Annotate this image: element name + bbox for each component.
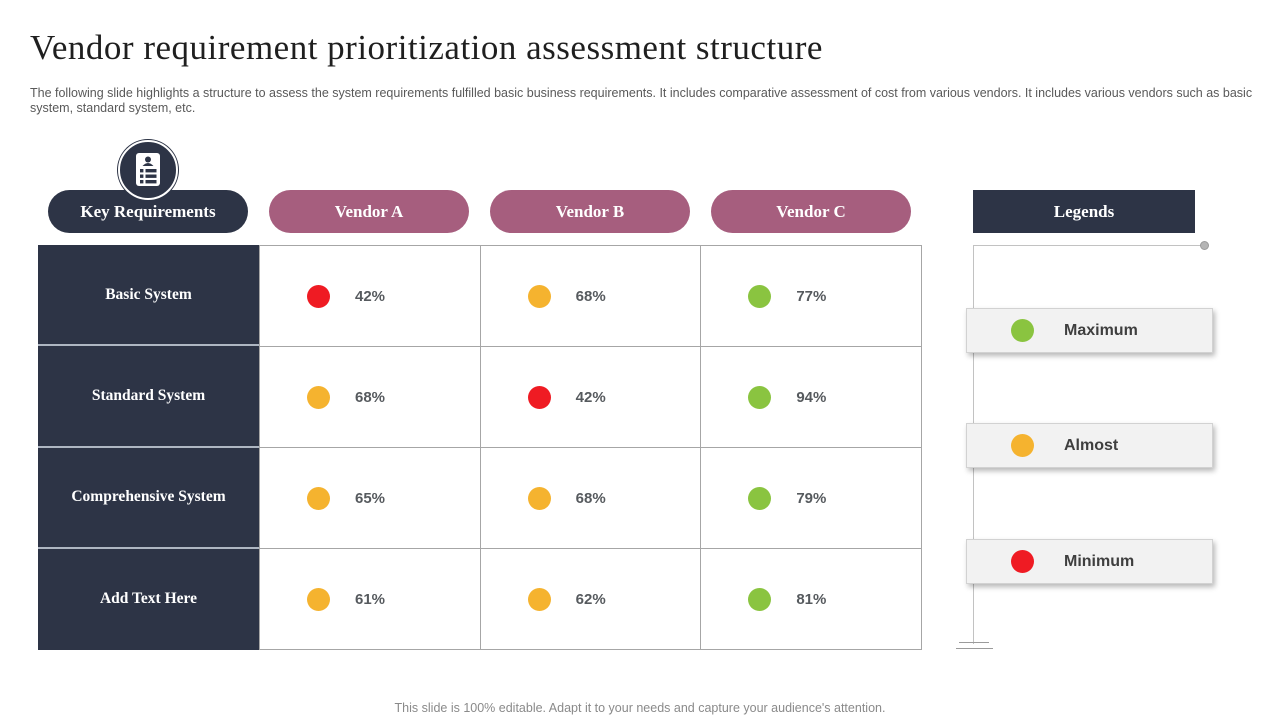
table-cell: 61% — [260, 549, 481, 650]
value-grid: 42% 68% 77% 68% 42% 94% — [259, 245, 922, 650]
vendor-a-header: Vendor A — [269, 190, 469, 233]
clipboard-list-icon — [118, 140, 178, 200]
table-cell: 68% — [260, 347, 481, 448]
minimum-dot — [1011, 550, 1034, 573]
percentage-value: 79% — [796, 489, 827, 507]
percentage-value: 65% — [355, 489, 386, 507]
legend-item-minimum: Minimum — [966, 539, 1213, 584]
percentage-value: 94% — [796, 388, 827, 406]
percentage-value: 61% — [355, 590, 386, 608]
legend-item-label: Minimum — [1064, 552, 1135, 570]
status-dot — [307, 486, 330, 510]
status-dot — [307, 587, 330, 611]
maximum-dot — [1011, 319, 1034, 342]
editable-note: This slide is 100% editable. Adapt it to… — [394, 701, 886, 715]
key-requirements-header: Key Requirements — [48, 190, 248, 233]
row-header-add-text-here: Add Text Here — [38, 548, 259, 650]
table-cell: 68% — [480, 246, 702, 347]
table-cell: 94% — [701, 347, 922, 448]
percentage-value: 62% — [575, 590, 606, 608]
status-dot — [527, 284, 551, 308]
legend-item-label: Maximum — [1064, 321, 1138, 339]
table-cell: 62% — [480, 549, 702, 650]
table-cell: 81% — [701, 549, 922, 650]
percentage-value: 68% — [575, 287, 606, 305]
connector-ground-mark — [956, 648, 993, 649]
row-header-comprehensive-system: Comprehensive System — [38, 447, 259, 549]
status-dot — [527, 587, 551, 611]
percentage-value: 42% — [355, 287, 386, 305]
almost-dot — [1011, 434, 1034, 457]
status-dot — [748, 486, 772, 510]
status-dot — [307, 284, 330, 308]
row-header-standard-system: Standard System — [38, 346, 259, 448]
table-cell: 42% — [260, 246, 481, 347]
status-dot — [748, 587, 772, 611]
percentage-value: 68% — [355, 388, 386, 406]
table-cell: 42% — [480, 347, 702, 448]
assessment-table: Basic System Standard System Comprehensi… — [38, 245, 922, 650]
percentage-value: 68% — [575, 489, 606, 507]
page-title: Vendor requirement prioritization assess… — [30, 28, 823, 67]
legend-item-label: Almost — [1064, 436, 1119, 454]
table-cell: 79% — [701, 448, 922, 549]
clipboard-list-glyph — [136, 153, 160, 186]
legends-header: Legends — [973, 190, 1195, 233]
row-header-basic-system: Basic System — [38, 245, 259, 347]
slide-subtitle: The following slide highlights a structu… — [30, 86, 1253, 115]
legend-connector-horizontal-line — [973, 245, 1204, 246]
vendor-c-header: Vendor C — [711, 190, 911, 233]
percentage-value: 81% — [796, 590, 827, 608]
status-dot — [307, 385, 330, 409]
status-dot — [527, 486, 551, 510]
legend-item-almost: Almost — [966, 423, 1213, 468]
percentage-value: 42% — [575, 388, 606, 406]
status-dot — [748, 385, 772, 409]
connector-ground-mark — [959, 642, 989, 643]
table-cell: 68% — [480, 448, 702, 549]
status-dot — [527, 385, 551, 409]
table-cell: 65% — [260, 448, 481, 549]
percentage-value: 77% — [796, 287, 827, 305]
connector-end-dot — [1200, 241, 1209, 250]
legend-item-maximum: Maximum — [966, 308, 1213, 353]
vendor-b-header: Vendor B — [490, 190, 690, 233]
table-cell: 77% — [701, 246, 922, 347]
row-header-column: Basic System Standard System Comprehensi… — [38, 245, 259, 650]
status-dot — [748, 284, 772, 308]
